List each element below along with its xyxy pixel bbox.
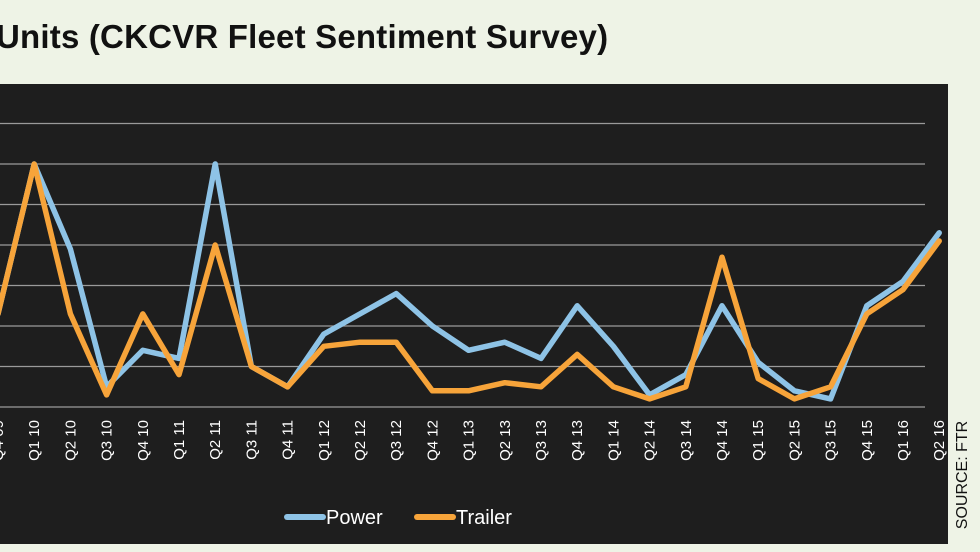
x-tick-label: Q2 12 bbox=[352, 420, 369, 461]
x-tick-label: Q3 10 bbox=[99, 420, 116, 461]
x-tick-label: Q4 10 bbox=[135, 420, 152, 461]
x-tick-label: Q3 14 bbox=[678, 420, 695, 461]
x-tick-label: Q1 15 bbox=[750, 420, 767, 461]
x-tick-label: Q2 13 bbox=[497, 420, 514, 461]
series-line-power bbox=[0, 161, 942, 402]
x-tick-label: Q3 13 bbox=[533, 420, 550, 461]
x-tick-label: Q4 12 bbox=[424, 420, 441, 461]
series-lines bbox=[0, 161, 942, 402]
x-tick-label: Q2 16 bbox=[931, 420, 948, 461]
x-tick-label: Q2 14 bbox=[642, 420, 659, 461]
x-tick-label: Q4 14 bbox=[714, 420, 731, 461]
x-tick-label: Q1 12 bbox=[316, 420, 333, 461]
x-tick-label: Q2 15 bbox=[786, 420, 803, 461]
x-tick-label: Q1 11 bbox=[171, 420, 188, 460]
chart-title: Units (CKCVR Fleet Sentiment Survey) bbox=[0, 18, 609, 55]
x-tick-label: Q4 11 bbox=[280, 420, 297, 460]
legend-label-power: Power bbox=[326, 507, 383, 529]
x-tick-label: Q4 13 bbox=[569, 420, 586, 461]
series-line-trailer bbox=[0, 161, 942, 402]
legend-label-trailer: Trailer bbox=[456, 507, 512, 529]
x-tick-label: Q1 16 bbox=[895, 420, 912, 461]
source-label: SOURCE: FTR bbox=[954, 420, 971, 530]
x-tick-label: Q4 09 bbox=[0, 420, 7, 461]
gridlines bbox=[0, 122, 925, 408]
x-tick-label: Q3 11 bbox=[243, 420, 260, 460]
x-tick-label: Q1 13 bbox=[461, 420, 478, 461]
x-tick-label: Q2 10 bbox=[62, 420, 79, 461]
x-tick-label: Q1 14 bbox=[605, 420, 622, 461]
legend: Power Trailer bbox=[284, 507, 512, 529]
x-tick-label: Q3 15 bbox=[823, 420, 840, 461]
x-tick-label: Q4 15 bbox=[859, 420, 876, 461]
x-tick-label: Q3 12 bbox=[388, 420, 405, 461]
x-tick-label: Q1 10 bbox=[26, 420, 43, 461]
x-tick-label: Q2 11 bbox=[207, 420, 224, 460]
x-axis-tick-labels: Q4 09 Q1 10 Q2 10 Q3 10 Q4 10 Q1 11 Q2 11 Q3 11… bbox=[0, 420, 948, 461]
line-chart: Q4 09 Q1 10 Q2 10 Q3 10 Q4 10 Q1 11 Q2 11 Q3 11… bbox=[0, 122, 948, 529]
plot-area: Q4 09 Q1 10 Q2 10 Q3 10 Q4 10 Q1 11 Q2 11 Q3 11… bbox=[0, 84, 948, 544]
